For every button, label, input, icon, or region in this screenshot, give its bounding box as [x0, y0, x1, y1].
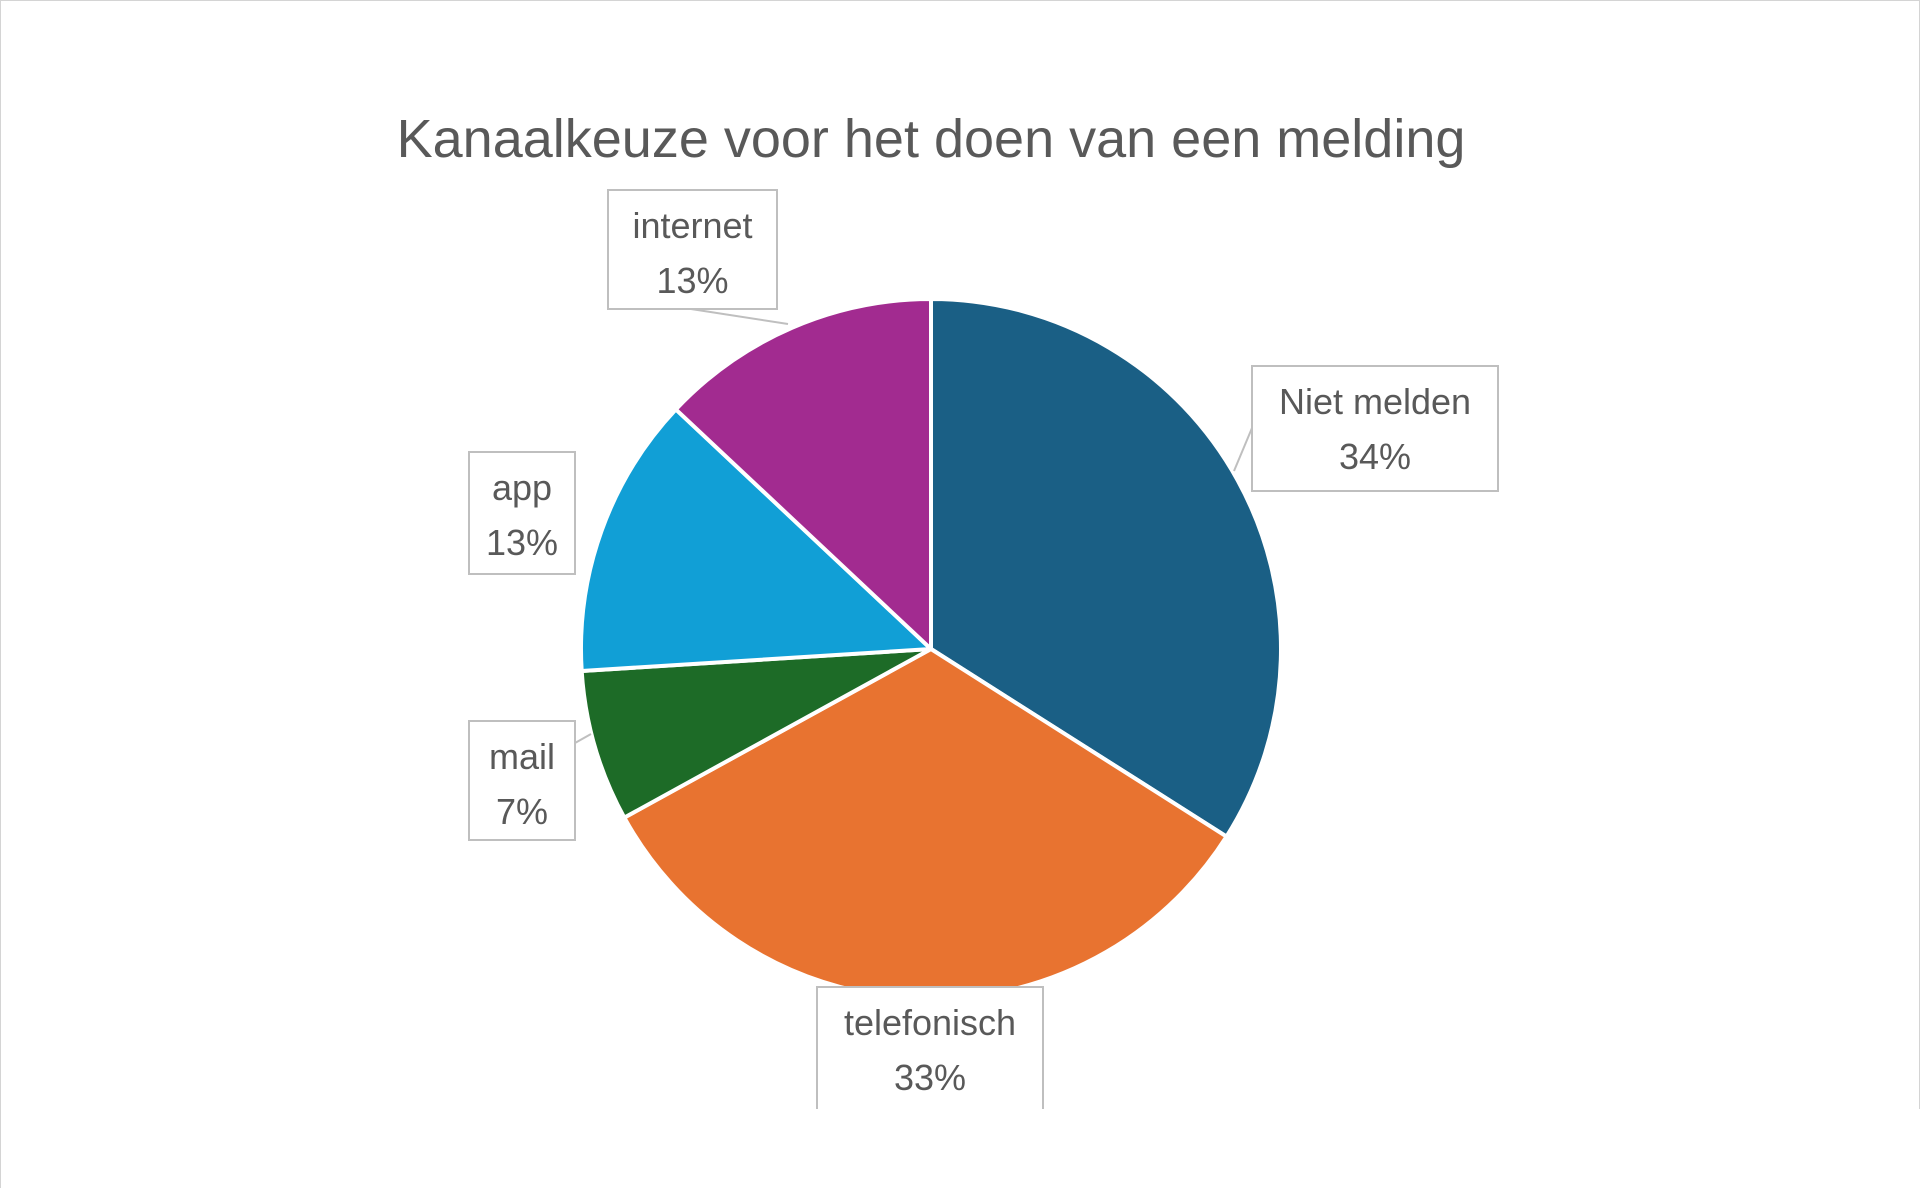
data-label-category: Niet melden — [1279, 381, 1471, 422]
chart-title: Kanaalkeuze voor het doen van een meldin… — [397, 109, 1466, 169]
pie-slice-niet-melden — [929, 297, 1283, 839]
data-label-value: 13% — [486, 522, 558, 563]
data-label-category: internet — [632, 205, 752, 246]
data-label-mail: mail 7% — [468, 720, 576, 841]
data-label-app: app 13% — [468, 451, 576, 575]
data-label-box — [607, 189, 778, 310]
data-label-category: app — [492, 467, 552, 508]
data-label-category: telefonisch — [844, 1002, 1016, 1043]
data-label-internet: internet 13% — [607, 189, 778, 310]
data-label-value: 13% — [656, 260, 728, 301]
pie-slice-mail — [579, 647, 933, 820]
data-label-telefonisch: telefonisch 33% — [816, 986, 1044, 1113]
data-label-box — [468, 720, 576, 841]
leader-lines — [574, 308, 1253, 744]
data-labels: Niet melden 34% telefonisch 33% mail 7% app 13%… — [468, 189, 1499, 1113]
pie-slice-app — [579, 407, 933, 673]
data-label-value: 7% — [496, 791, 548, 832]
plot-clip-mask — [1, 1109, 1920, 1189]
pie-slice-internet — [673, 297, 933, 651]
data-label-niet-melden: Niet melden 34% — [1251, 365, 1499, 492]
data-label-category: mail — [489, 736, 555, 777]
data-label-box — [468, 451, 576, 575]
leader-line-niet-melden — [1233, 427, 1253, 472]
data-label-value: 34% — [1339, 436, 1411, 477]
data-label-box — [816, 986, 1044, 1113]
pie-slices — [579, 297, 1283, 1001]
data-label-value: 33% — [894, 1057, 966, 1098]
leader-line-internet — [690, 308, 789, 325]
data-label-box — [1251, 365, 1499, 492]
leader-line-mail — [574, 733, 592, 744]
